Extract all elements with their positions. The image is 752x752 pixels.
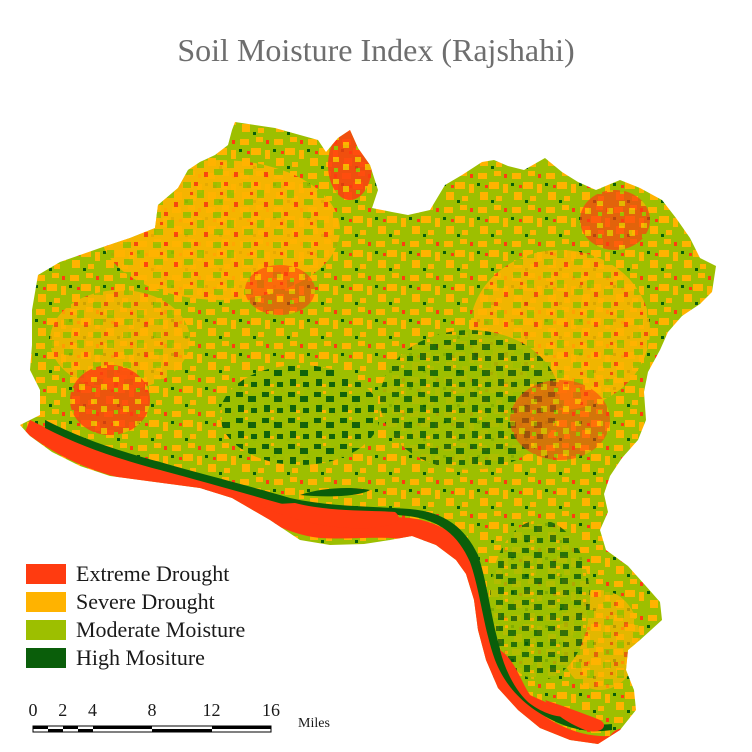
legend-swatch [26, 620, 66, 640]
scale-tick-label: 12 [202, 700, 221, 720]
scale-tick-label: 0 [28, 700, 38, 720]
legend-label: High Mositure [76, 645, 205, 670]
legend-item: Moderate Moisture [26, 616, 245, 644]
map-title: Soil Moisture Index (Rajshahi) [177, 32, 575, 68]
scale-unit: Miles [298, 716, 330, 731]
legend-swatch [26, 564, 66, 584]
legend-item: High Mositure [26, 644, 245, 672]
legend-label: Extreme Drought [76, 561, 230, 586]
legend: Extreme Drought Severe Drought Moderate Mo… [26, 560, 245, 672]
scale-tick-label: 4 [88, 700, 97, 720]
legend-item: Severe Drought [26, 588, 245, 616]
legend-swatch [26, 648, 66, 668]
legend-swatch [26, 592, 66, 612]
scale-tick-label: 16 [262, 700, 280, 720]
scale-bar [32, 725, 272, 733]
legend-label: Moderate Moisture [76, 617, 246, 642]
scale-tick-label: 8 [147, 700, 157, 720]
legend-label: Severe Drought [76, 589, 215, 614]
scale-tick-label: 2 [58, 700, 68, 720]
legend-item: Extreme Drought [26, 560, 245, 588]
